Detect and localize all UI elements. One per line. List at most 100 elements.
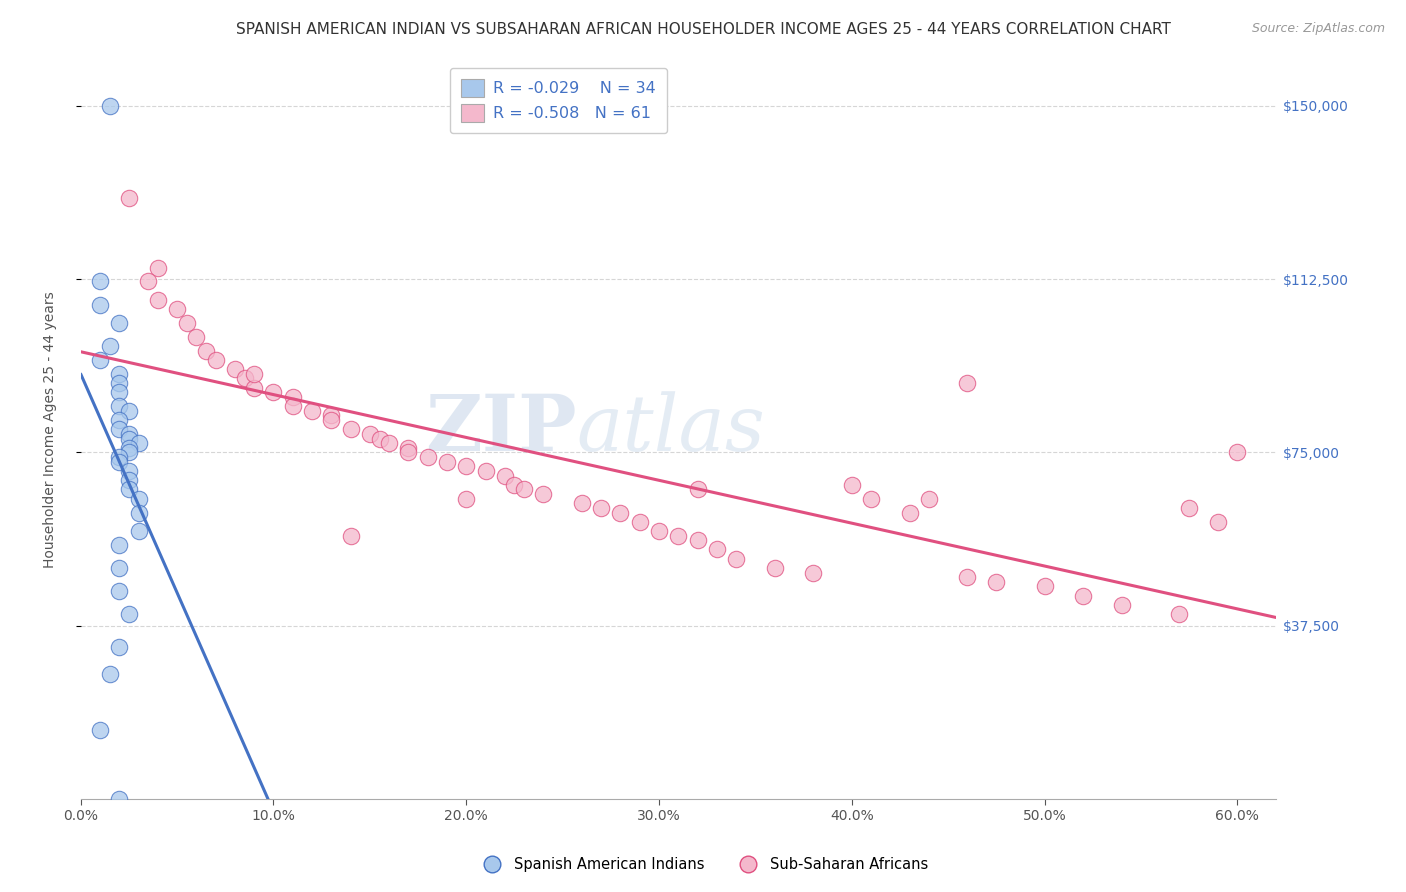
Point bbox=[456, 491, 478, 506]
Point bbox=[1033, 579, 1056, 593]
Point bbox=[128, 491, 150, 506]
Point bbox=[571, 496, 593, 510]
Point bbox=[281, 390, 304, 404]
Point bbox=[474, 464, 496, 478]
Point bbox=[118, 404, 141, 418]
Point bbox=[396, 445, 419, 459]
Point bbox=[146, 260, 169, 275]
Point bbox=[686, 533, 709, 548]
Point bbox=[321, 409, 343, 423]
Legend: R = -0.029    N = 34, R = -0.508   N = 61: R = -0.029 N = 34, R = -0.508 N = 61 bbox=[450, 68, 668, 133]
Point bbox=[263, 385, 285, 400]
Y-axis label: Householder Income Ages 25 - 44 years: Householder Income Ages 25 - 44 years bbox=[44, 291, 58, 567]
Point bbox=[281, 399, 304, 413]
Point bbox=[89, 275, 111, 289]
Point bbox=[108, 584, 131, 599]
Point bbox=[860, 491, 883, 506]
Point bbox=[339, 528, 361, 542]
Point bbox=[686, 483, 709, 497]
Text: ZIP: ZIP bbox=[425, 392, 576, 467]
Point bbox=[1226, 445, 1249, 459]
Point bbox=[898, 506, 921, 520]
Point bbox=[108, 367, 131, 381]
Point bbox=[89, 723, 111, 737]
Point bbox=[118, 483, 141, 497]
Point bbox=[108, 316, 131, 330]
Point bbox=[368, 432, 391, 446]
Point bbox=[243, 381, 266, 395]
Point bbox=[436, 455, 458, 469]
Point bbox=[118, 441, 141, 455]
Point bbox=[108, 538, 131, 552]
Text: Source: ZipAtlas.com: Source: ZipAtlas.com bbox=[1251, 22, 1385, 36]
Text: SPANISH AMERICAN INDIAN VS SUBSAHARAN AFRICAN HOUSEHOLDER INCOME AGES 25 - 44 YE: SPANISH AMERICAN INDIAN VS SUBSAHARAN AF… bbox=[236, 22, 1170, 37]
Point bbox=[108, 385, 131, 400]
Point bbox=[186, 330, 208, 344]
Point bbox=[513, 483, 536, 497]
Point bbox=[108, 399, 131, 413]
Point bbox=[339, 422, 361, 436]
Point bbox=[301, 404, 323, 418]
Point bbox=[118, 473, 141, 487]
Point bbox=[1111, 598, 1133, 612]
Point bbox=[108, 376, 131, 391]
Point bbox=[204, 353, 226, 368]
Point bbox=[1178, 500, 1201, 515]
Point bbox=[628, 515, 651, 529]
Point bbox=[396, 441, 419, 455]
Point bbox=[118, 426, 141, 441]
Point bbox=[108, 455, 131, 469]
Point bbox=[233, 371, 256, 385]
Point bbox=[195, 343, 218, 358]
Point bbox=[108, 561, 131, 575]
Point bbox=[128, 506, 150, 520]
Point bbox=[918, 491, 941, 506]
Point bbox=[118, 445, 141, 459]
Point bbox=[321, 413, 343, 427]
Point bbox=[118, 607, 141, 622]
Point bbox=[956, 376, 979, 391]
Point bbox=[98, 339, 121, 353]
Point bbox=[531, 487, 554, 501]
Point bbox=[224, 362, 246, 376]
Point bbox=[1071, 589, 1094, 603]
Point bbox=[725, 551, 748, 566]
Point bbox=[378, 436, 401, 450]
Point bbox=[359, 426, 381, 441]
Text: atlas: atlas bbox=[576, 392, 765, 467]
Point bbox=[176, 316, 198, 330]
Point bbox=[89, 353, 111, 368]
Point bbox=[118, 191, 141, 205]
Point bbox=[128, 436, 150, 450]
Point bbox=[666, 528, 689, 542]
Point bbox=[243, 367, 266, 381]
Point bbox=[416, 450, 439, 464]
Point bbox=[108, 640, 131, 654]
Point bbox=[706, 542, 728, 557]
Point bbox=[456, 459, 478, 474]
Point bbox=[609, 506, 631, 520]
Point bbox=[956, 570, 979, 584]
Point bbox=[108, 450, 131, 464]
Point bbox=[503, 477, 526, 491]
Point bbox=[166, 302, 188, 317]
Point bbox=[118, 432, 141, 446]
Point bbox=[136, 275, 159, 289]
Point bbox=[986, 574, 1008, 589]
Point bbox=[98, 667, 121, 681]
Point bbox=[98, 99, 121, 113]
Point bbox=[841, 477, 863, 491]
Point bbox=[118, 464, 141, 478]
Point bbox=[108, 792, 131, 806]
Legend: Spanish American Indians, Sub-Saharan Africans: Spanish American Indians, Sub-Saharan Af… bbox=[472, 851, 934, 878]
Point bbox=[801, 566, 824, 580]
Point bbox=[89, 297, 111, 311]
Point bbox=[146, 293, 169, 307]
Point bbox=[108, 413, 131, 427]
Point bbox=[1168, 607, 1191, 622]
Point bbox=[494, 468, 516, 483]
Point bbox=[591, 500, 613, 515]
Point bbox=[648, 524, 671, 538]
Point bbox=[128, 524, 150, 538]
Point bbox=[108, 422, 131, 436]
